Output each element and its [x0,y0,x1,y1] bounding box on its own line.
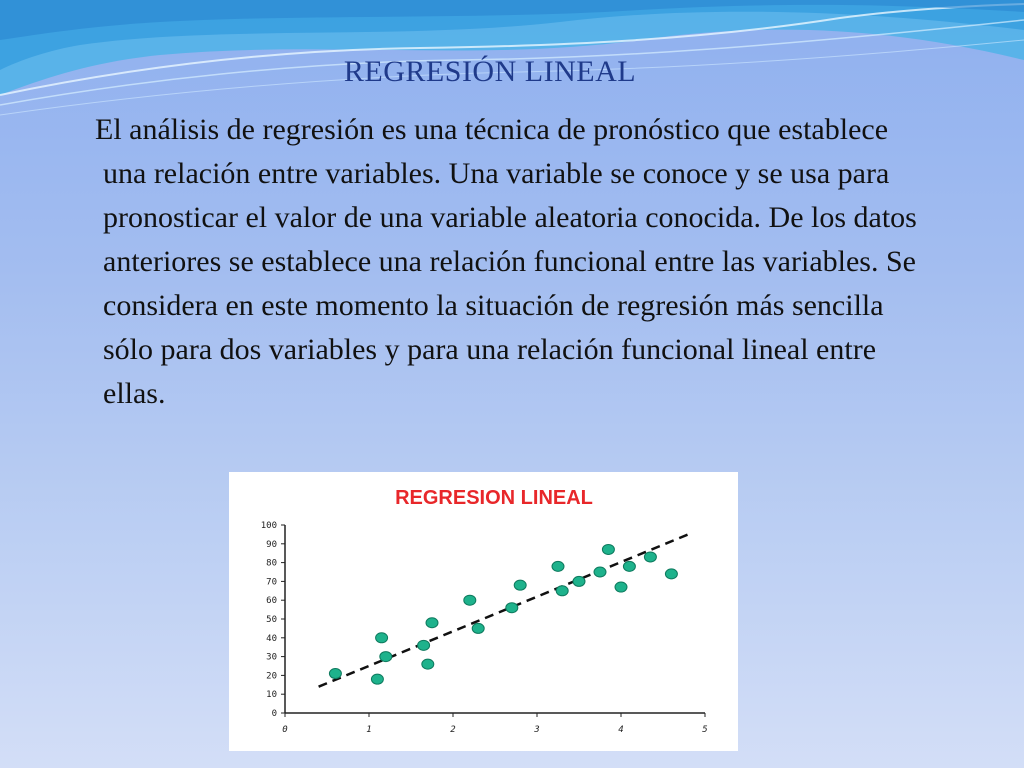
scatter-point [505,602,519,614]
y-tick-label: 30 [266,653,277,663]
scatter-point [328,668,342,680]
scatter-point [463,594,477,606]
scatter-point [622,560,636,572]
scatter-point [664,568,678,580]
y-tick-label: 70 [266,577,277,587]
slide-title: REGRESIÓN LINEAL [343,55,637,88]
scatter-point [601,543,615,555]
x-tick-label: 1 [366,725,371,735]
scatter-point [593,566,607,578]
y-tick-label: 20 [266,671,277,681]
y-tick-label: 60 [266,596,277,606]
scatter-point [379,651,393,663]
x-tick-label: 2 [450,725,455,735]
y-tick-label: 50 [266,615,277,625]
data-points-group [328,543,678,685]
x-tick-label: 4 [618,725,623,735]
scatter-point [375,632,389,644]
scatter-point [551,560,565,572]
x-tick-label: 3 [533,725,539,735]
regression-chart-figure: REGRESION LINEAL 0 10 20 30 40 50 60 70 80 90 100 0… [229,472,738,751]
x-tick-label: 0 [282,725,287,735]
x-tick-label: 5 [702,725,707,735]
chart-title: REGRESION LINEAL [395,487,593,509]
scatter-point [421,658,435,670]
trend-line-group [318,533,689,688]
scatter-point [417,639,431,651]
y-tick-label: 40 [266,634,277,644]
scatter-point [555,585,569,597]
header-wave-decoration [0,0,1024,116]
scatter-point [572,575,586,587]
scatter-point [614,581,628,593]
chart-axes: 0 10 20 30 40 50 60 70 80 90 100 0 1 2 3 4 5 [261,521,708,735]
scatter-point [471,622,485,634]
y-tick-label: 10 [266,690,277,700]
regression-scatter-chart: REGRESION LINEAL 01020304050607080901000… [261,487,708,735]
y-tick-label: 0 [272,709,277,719]
scatter-point [425,617,439,629]
scatter-point [513,579,527,591]
regression-trend-line [318,533,689,688]
slide-body-text: El análisis de regresión es una técnica … [95,113,917,410]
y-tick-label: 90 [266,540,277,550]
y-tick-label: 80 [266,559,277,569]
y-tick-label: 100 [261,521,277,531]
scatter-point [370,673,384,685]
scatter-point [643,551,657,563]
